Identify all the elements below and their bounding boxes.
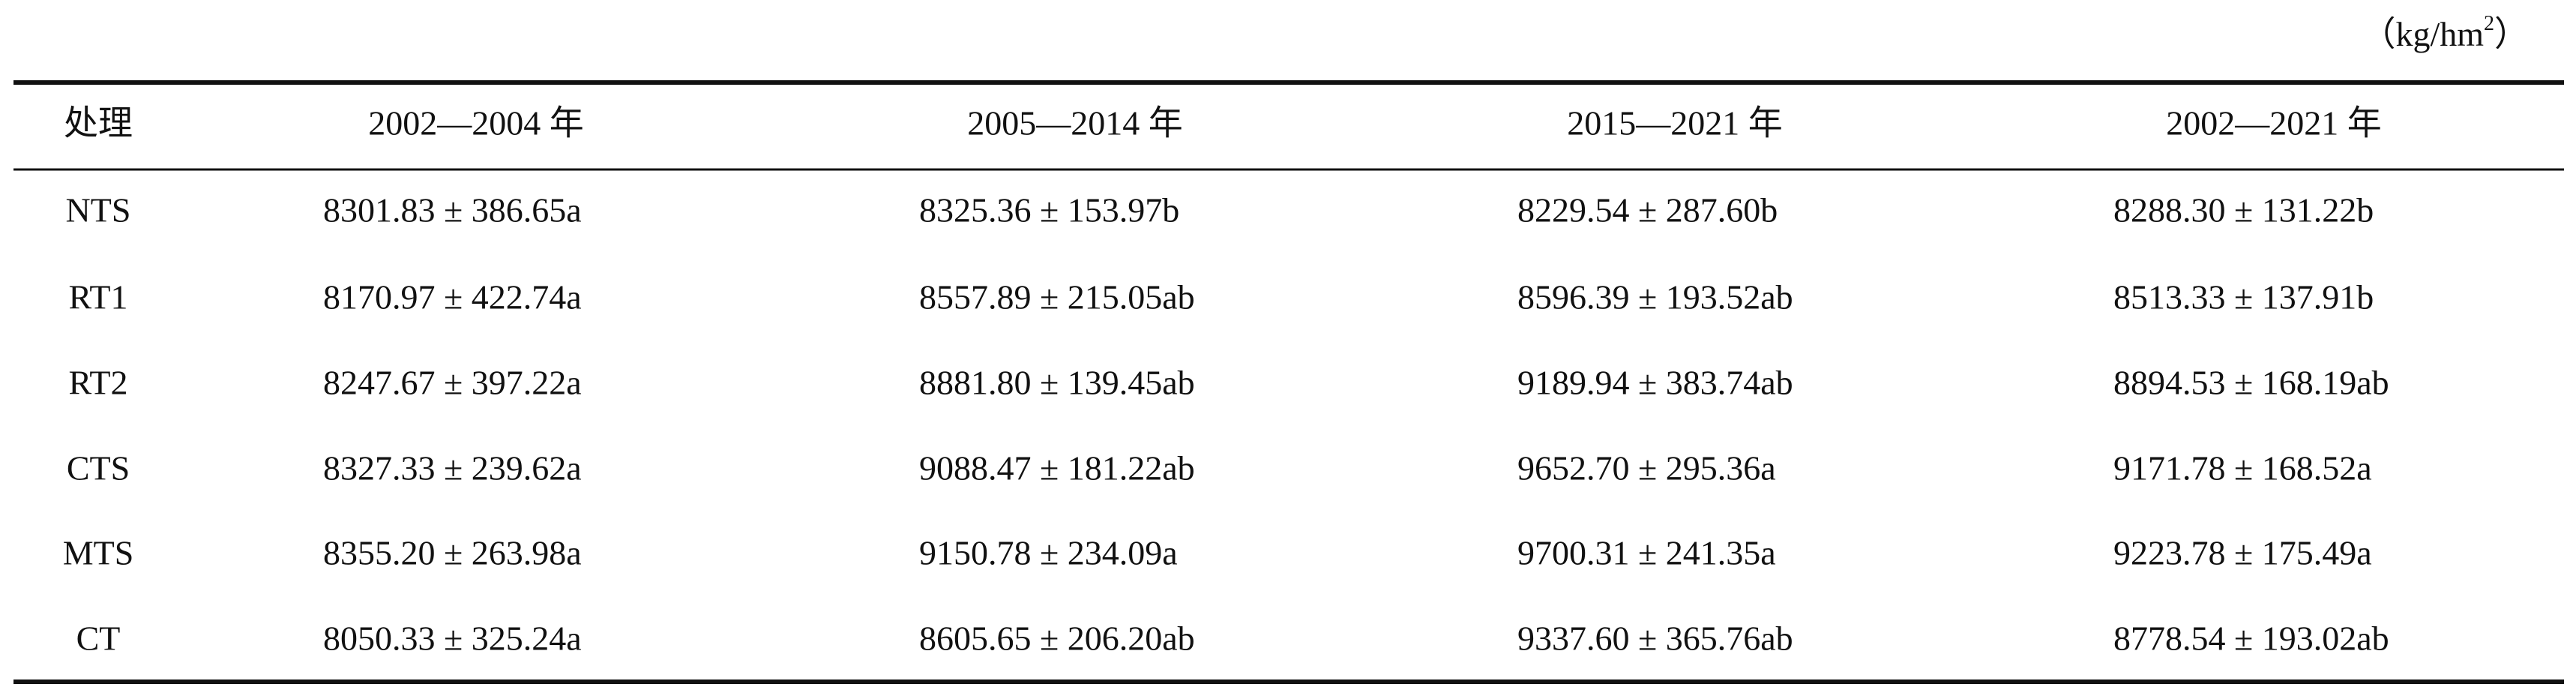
cell: 9337.60 ± 365.76ab	[1517, 620, 1793, 658]
unit: （kg/hm2）	[2361, 12, 2529, 52]
cell: 9223.78 ± 175.49a	[2113, 534, 2372, 572]
cell: 8557.89 ± 215.05ab	[919, 278, 1195, 316]
cell: 8778.54 ± 193.02ab	[2113, 620, 2389, 658]
cell: 8229.54 ± 287.60b	[1517, 191, 1778, 230]
unit-prefix: （kg/hm	[2361, 15, 2484, 53]
cell: 8894.53 ± 168.19ab	[2113, 364, 2389, 402]
cell: 9150.78 ± 234.09a	[919, 534, 1178, 572]
header-cell: 2015—2021 年	[1567, 104, 1783, 142]
unit-superscript: 2	[2484, 12, 2494, 35]
row-label: CT	[76, 620, 121, 658]
header-cell: 2005—2014 年	[967, 104, 1183, 142]
cell: 9088.47 ± 181.22ab	[919, 449, 1195, 488]
cell: 9652.70 ± 295.36a	[1517, 449, 1776, 488]
row-label: MTS	[63, 534, 134, 572]
cell: 8170.97 ± 422.74a	[323, 278, 582, 316]
cell: 8355.20 ± 263.98a	[323, 534, 582, 572]
cell: 8881.80 ± 139.45ab	[919, 364, 1195, 402]
row-label: NTS	[66, 191, 131, 230]
cell: 8288.30 ± 131.22b	[2113, 191, 2374, 230]
cell: 8050.33 ± 325.24a	[323, 620, 582, 658]
cell: 9189.94 ± 383.74ab	[1517, 364, 1793, 402]
cell: 8605.65 ± 206.20ab	[919, 620, 1195, 658]
cell: 8247.67 ± 397.22a	[323, 364, 582, 402]
cell: 8327.33 ± 239.62a	[323, 449, 582, 488]
header-cell: 2002—2004 年	[368, 104, 584, 142]
cell: 8513.33 ± 137.91b	[2113, 278, 2374, 316]
row-label: RT2	[68, 364, 127, 402]
cell: 9700.31 ± 241.35a	[1517, 534, 1776, 572]
row-label: RT1	[68, 278, 127, 316]
cell: 8301.83 ± 386.65a	[323, 191, 582, 230]
header-cell: 处理	[64, 104, 133, 142]
row-label: CTS	[67, 449, 130, 488]
header-cell: 2002—2021 年	[2166, 104, 2382, 142]
cell: 8596.39 ± 193.52ab	[1517, 278, 1793, 316]
cell: 8325.36 ± 153.97b	[919, 191, 1179, 230]
cell: 9171.78 ± 168.52a	[2113, 449, 2372, 488]
unit-suffix: ）	[2494, 15, 2529, 53]
